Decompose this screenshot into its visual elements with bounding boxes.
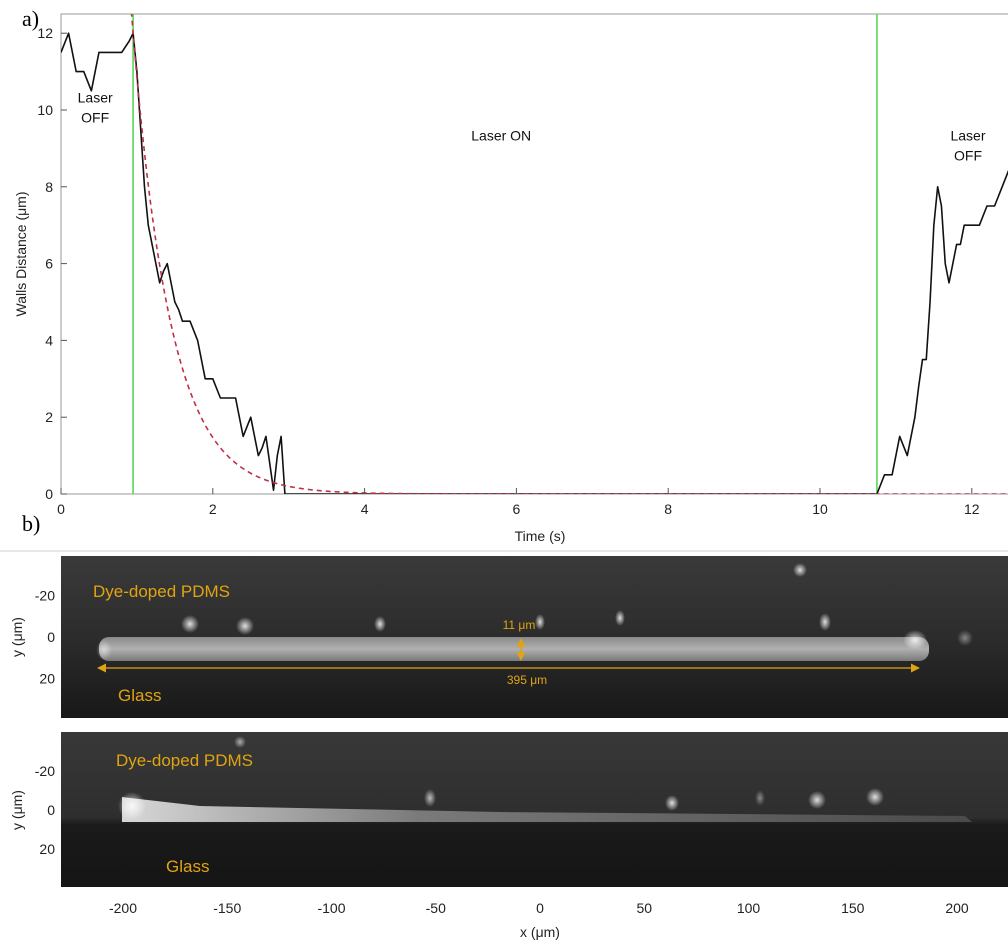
y-tick-label: 6 — [45, 256, 53, 272]
y-tick-label: 8 — [45, 179, 53, 195]
y-tick-label: 2 — [45, 409, 53, 425]
x-tick-label: 0 — [536, 900, 544, 916]
x-tick-label: 50 — [636, 900, 652, 916]
x-tick-label: 100 — [737, 900, 761, 916]
x-axis-label: Time (s) — [515, 528, 566, 544]
line-chart-panel: 0 2 4 6 8 10 12 0 2 4 6 8 10 12 Laser OFF Laser ON Laser… — [13, 13, 1008, 544]
y-axis-label: y (μm) — [9, 617, 25, 657]
y-axis-label: y (μm) — [9, 790, 25, 830]
y-tick-label: -20 — [35, 763, 55, 779]
y-axis-label: Walls Distance (μm) — [13, 191, 29, 316]
y-tick-label: 12 — [37, 25, 53, 41]
collapsed-channel — [122, 797, 972, 822]
x-tick-label: 12 — [964, 501, 980, 517]
y-tick-label: 4 — [45, 332, 53, 348]
channel-height-annotation: 11 μm — [503, 618, 536, 632]
label-glass: Glass — [166, 857, 209, 876]
y-tick-label: 20 — [39, 670, 55, 686]
y-tick-label: 0 — [47, 629, 55, 645]
label-glass: Glass — [118, 686, 161, 705]
x-tick-label: 0 — [57, 501, 65, 517]
x-tick-label: 2 — [209, 501, 217, 517]
laser-state-annotation: Laser OFF — [950, 128, 985, 164]
y-tick-label: 20 — [39, 841, 55, 857]
y-tick-label: 10 — [37, 102, 53, 118]
label-dye-doped-pdms: Dye-doped PDMS — [116, 751, 253, 770]
exponential-fit-line — [130, 14, 1008, 494]
x-axis-label: x (μm) — [520, 924, 560, 940]
channel — [99, 637, 929, 661]
x-tick-label: -150 — [213, 900, 241, 916]
measured-distance-line — [61, 32, 1008, 494]
plot-frame — [60, 13, 1008, 495]
laser-state-annotation: Laser ON — [471, 128, 531, 144]
x-tick-label: -200 — [109, 900, 137, 916]
x-tick-label: 4 — [361, 501, 369, 517]
x-tick-label: -50 — [426, 900, 446, 916]
x-tick-label: 10 — [812, 501, 828, 517]
x-tick-label: 6 — [513, 501, 521, 517]
channel-length-annotation: 395 μm — [507, 673, 547, 687]
x-tick-label: 150 — [841, 900, 865, 916]
label-dye-doped-pdms: Dye-doped PDMS — [93, 582, 230, 601]
y-tick-label: -20 — [35, 588, 55, 604]
laser-state-annotation: Laser OFF — [78, 89, 113, 125]
x-tick-label: -100 — [317, 900, 345, 916]
image-panel: Dye-doped PDMS Glass 11 μm 395 μm Dye-do… — [9, 556, 1008, 940]
microscope-image-top — [61, 556, 1008, 718]
panel-a-label: a) — [22, 6, 39, 31]
y-tick-label: 0 — [45, 486, 53, 502]
y-tick-label: 0 — [47, 802, 55, 818]
x-tick-label: 200 — [945, 900, 969, 916]
x-tick-label: 8 — [664, 501, 672, 517]
microscope-image-bottom — [61, 732, 1008, 887]
panel-b-label: b) — [22, 511, 40, 536]
